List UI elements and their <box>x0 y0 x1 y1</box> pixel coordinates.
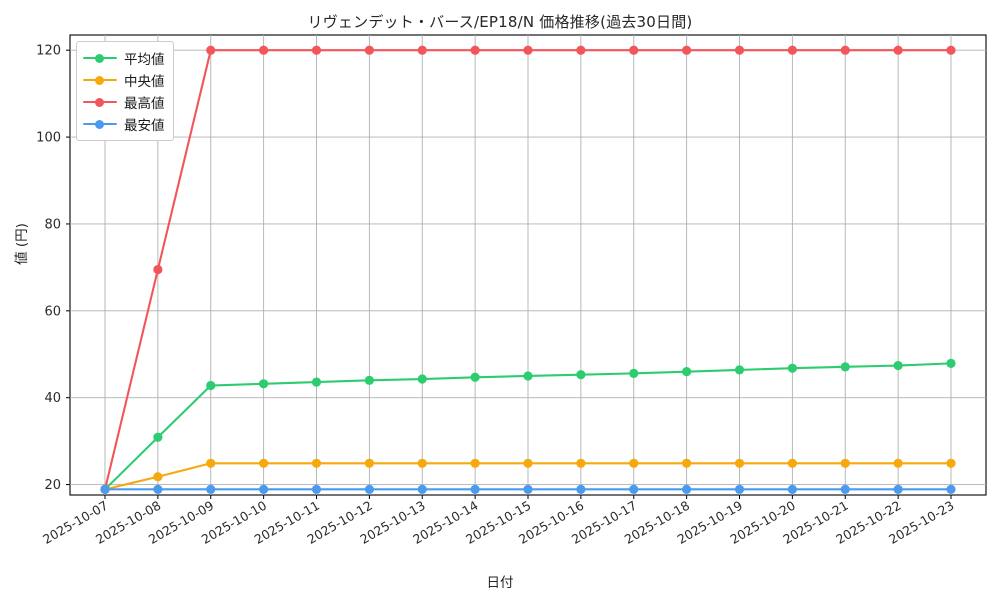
series-markers <box>100 45 956 494</box>
series-point-marker <box>417 45 427 55</box>
series-point-marker <box>629 45 639 55</box>
y-tick-label: 60 <box>44 304 61 319</box>
series-point-marker <box>734 458 745 468</box>
series-point-marker <box>206 380 216 391</box>
series-point-marker <box>259 379 269 389</box>
chart-title: リヴェンデット・バース/EP18/N 価格推移(過去30日間) <box>307 13 693 31</box>
series-point-marker <box>840 362 850 372</box>
legend-item-label: 平均値 <box>124 52 165 68</box>
series-point-marker <box>523 484 533 494</box>
series-point-marker <box>734 484 745 494</box>
series-point-marker <box>946 45 956 55</box>
series-point-marker <box>206 484 216 494</box>
series-point-marker <box>682 484 692 494</box>
series-point-marker <box>840 484 850 494</box>
y-tick-label: 20 <box>44 478 61 493</box>
series-point-marker <box>259 484 269 494</box>
series-point-marker <box>100 484 110 494</box>
series-point-marker <box>153 484 163 494</box>
legend-item-label: 最安値 <box>124 118 165 134</box>
y-tick-label: 40 <box>44 391 61 406</box>
series-point-marker <box>259 458 269 468</box>
series-point-marker <box>893 484 903 494</box>
series-point-marker <box>153 264 163 275</box>
legend-item-label: 最高値 <box>124 96 165 112</box>
series-point-marker <box>682 458 692 468</box>
series-point-marker <box>840 458 850 468</box>
series-point-marker <box>576 484 586 494</box>
series-point-marker <box>946 358 956 368</box>
series-point-marker <box>311 484 322 494</box>
series-point-marker <box>259 45 269 55</box>
series-point-marker <box>946 458 956 468</box>
y-tick-label: 120 <box>36 44 61 59</box>
series-point-marker <box>629 368 639 378</box>
series-point-marker <box>840 45 850 55</box>
x-axis-tick-labels: 2025-10-072025-10-082025-10-092025-10-10… <box>40 498 956 547</box>
series-point-marker <box>311 45 322 55</box>
tick-marks <box>66 49 952 499</box>
series-point-marker <box>893 45 903 55</box>
legend-item: 最高値 <box>83 91 165 113</box>
series-point-marker <box>364 375 374 385</box>
series-point-marker <box>523 458 533 468</box>
series-point-marker <box>153 472 163 482</box>
x-axis-label: 日付 <box>486 575 514 591</box>
series-point-marker <box>629 458 639 468</box>
series-point-marker <box>576 458 586 468</box>
series-point-marker <box>576 370 586 380</box>
series-point-marker <box>364 458 374 468</box>
series-point-marker <box>417 374 427 384</box>
series-point-marker <box>206 45 216 55</box>
legend-item: 平均値 <box>83 47 165 69</box>
series-point-marker <box>417 484 427 494</box>
series-point-marker <box>153 432 163 442</box>
series-point-marker <box>470 372 480 382</box>
series-point-marker <box>417 458 427 468</box>
legend-color-swatch <box>83 51 117 65</box>
series-point-marker <box>206 458 216 468</box>
series-point-marker <box>787 458 797 468</box>
series-point-marker <box>893 458 903 468</box>
legend-item-label: 中央値 <box>124 74 165 90</box>
series-point-marker <box>682 367 692 377</box>
legend-item: 最安値 <box>83 113 165 135</box>
series-point-marker <box>364 45 374 55</box>
series-point-marker <box>470 45 480 55</box>
series-point-marker <box>311 458 322 468</box>
series-point-marker <box>470 458 480 468</box>
series-point-marker <box>523 45 533 55</box>
series-point-marker <box>734 45 745 55</box>
series-point-marker <box>311 377 322 387</box>
y-tick-label: 100 <box>36 131 61 146</box>
series-point-marker <box>734 365 745 375</box>
chart-legend: 平均値中央値最高値最安値 <box>76 41 174 141</box>
series-point-marker <box>893 360 903 371</box>
series-point-marker <box>946 484 956 494</box>
series-point-marker <box>787 484 797 494</box>
y-axis-tick-labels: 20 40 60 80 100 120 <box>36 44 61 493</box>
series-point-marker <box>787 45 797 55</box>
series-point-marker <box>523 371 533 381</box>
series-point-marker <box>682 45 692 55</box>
legend-item: 中央値 <box>83 69 165 91</box>
y-axis-label: 値 (円) <box>14 223 30 265</box>
series-point-marker <box>470 484 480 494</box>
series-point-marker <box>364 484 374 494</box>
series-point-marker <box>576 45 586 55</box>
legend-color-swatch <box>83 73 117 87</box>
y-tick-label: 80 <box>44 217 61 232</box>
legend-color-swatch <box>83 117 117 131</box>
legend-color-swatch <box>83 95 117 109</box>
series-point-marker <box>629 484 639 494</box>
series-point-marker <box>787 363 797 373</box>
